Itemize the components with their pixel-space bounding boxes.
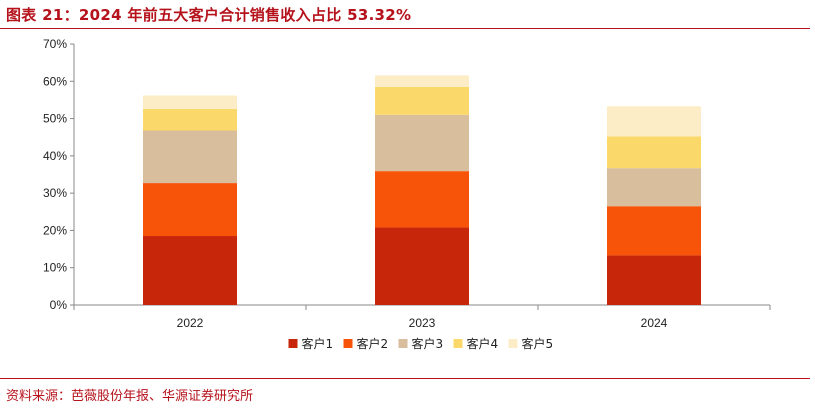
legend-label: 客户2 xyxy=(357,336,389,351)
bar-segment-4 xyxy=(375,86,469,115)
bar-segment-5 xyxy=(143,95,237,109)
y-tick-label: 20% xyxy=(43,223,67,237)
y-tick-label: 0% xyxy=(50,298,68,312)
bar-segment-4 xyxy=(143,108,237,131)
y-tick-label: 50% xyxy=(43,112,67,126)
stacked-bar-chart: 0% 10% 20% 30% 40% 50% 60% 70% 2022 2023 2024 客户1 客户… xyxy=(43,37,771,351)
legend-label: 客户4 xyxy=(467,336,499,351)
bar-segment-2 xyxy=(607,206,701,256)
source-note: 资料来源：芭薇股份年报、华源证券研究所 xyxy=(6,389,254,404)
legend-swatch xyxy=(343,339,353,348)
x-tick-label: 2023 xyxy=(409,316,436,330)
bar-segment-1 xyxy=(375,227,469,305)
x-tick-label: 2022 xyxy=(177,316,204,330)
x-tick-label: 2024 xyxy=(641,316,668,330)
legend-label: 客户1 xyxy=(302,336,334,351)
y-tick-label: 10% xyxy=(43,261,67,275)
bar-segment-5 xyxy=(607,106,701,137)
bar-segment-4 xyxy=(607,136,701,169)
y-tick-label: 60% xyxy=(43,74,67,88)
source-divider xyxy=(0,378,810,379)
bar-segment-3 xyxy=(143,130,237,184)
legend-label: 客户5 xyxy=(522,336,554,351)
title-divider xyxy=(0,28,810,29)
legend-label: 客户3 xyxy=(412,336,444,351)
y-tick-label: 70% xyxy=(43,37,67,51)
bar-segment-5 xyxy=(375,75,469,87)
y-tick-label: 40% xyxy=(43,149,67,163)
bar-segment-2 xyxy=(143,183,237,237)
bar-segment-3 xyxy=(607,168,701,207)
legend-swatch xyxy=(508,339,518,348)
legend-swatch xyxy=(398,339,408,348)
legend-swatch xyxy=(288,339,298,348)
bar-segment-3 xyxy=(375,114,469,172)
bar-segment-2 xyxy=(375,171,469,228)
chart-title: 图表 21：2024 年前五大客户合计销售收入占比 53.32% xyxy=(6,6,412,24)
y-tick-label: 30% xyxy=(43,186,67,200)
bar-segment-1 xyxy=(607,255,701,305)
bar-segment-1 xyxy=(143,236,237,305)
legend-swatch xyxy=(453,339,463,348)
